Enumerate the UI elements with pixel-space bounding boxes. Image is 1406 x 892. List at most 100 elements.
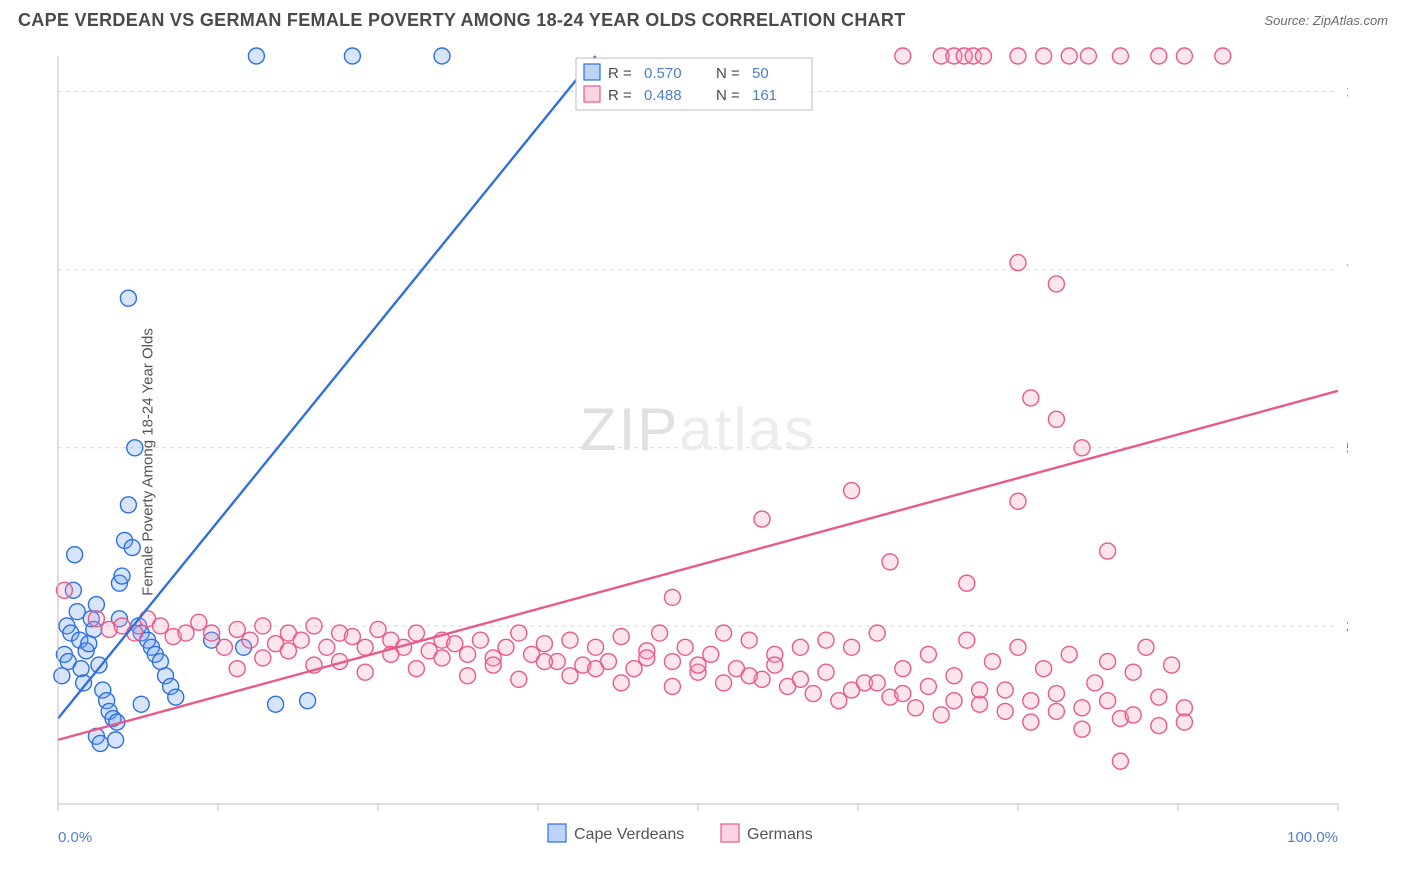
- data-point: [869, 675, 885, 691]
- data-point: [408, 625, 424, 641]
- data-point: [1010, 639, 1026, 655]
- data-point: [1010, 255, 1026, 271]
- data-point: [108, 732, 124, 748]
- data-point: [472, 632, 488, 648]
- y-tick-label: 75.0%: [1346, 262, 1348, 279]
- data-point: [216, 639, 232, 655]
- data-point: [844, 639, 860, 655]
- data-point: [664, 654, 680, 670]
- data-point: [248, 48, 264, 64]
- x-tick-label: 0.0%: [58, 829, 92, 846]
- y-tick-label: 25.0%: [1346, 618, 1348, 635]
- data-point: [498, 639, 514, 655]
- data-point: [229, 621, 245, 637]
- data-point: [1112, 753, 1128, 769]
- data-point: [408, 661, 424, 677]
- data-point: [831, 693, 847, 709]
- stats-r-value: 0.488: [644, 87, 682, 104]
- data-point: [1138, 639, 1154, 655]
- data-point: [664, 678, 680, 694]
- data-point: [242, 632, 258, 648]
- data-point: [536, 636, 552, 652]
- data-point: [1164, 657, 1180, 673]
- data-point: [997, 703, 1013, 719]
- data-point: [946, 693, 962, 709]
- data-point: [88, 611, 104, 627]
- data-point: [370, 621, 386, 637]
- data-point: [1151, 48, 1167, 64]
- data-point: [536, 654, 552, 670]
- data-point: [818, 632, 834, 648]
- stats-n-value: 161: [752, 87, 777, 104]
- data-point: [869, 625, 885, 641]
- data-point: [92, 735, 108, 751]
- data-point: [997, 682, 1013, 698]
- data-point: [959, 575, 975, 591]
- data-point: [946, 668, 962, 684]
- data-point: [972, 682, 988, 698]
- data-point: [754, 511, 770, 527]
- data-point: [460, 646, 476, 662]
- data-point: [626, 661, 642, 677]
- legend-label: Germans: [747, 826, 813, 843]
- data-point: [652, 625, 668, 641]
- data-point: [767, 657, 783, 673]
- correlation-scatter-chart: 25.0%50.0%75.0%100.0%ZIPatlas0.0%100.0%R…: [18, 44, 1348, 864]
- legend-label: Cape Verdeans: [574, 826, 684, 843]
- data-point: [319, 639, 335, 655]
- data-point: [124, 540, 140, 556]
- data-point: [1125, 664, 1141, 680]
- stats-r-label: R =: [608, 87, 632, 104]
- stats-n-value: 50: [752, 65, 769, 82]
- data-point: [716, 675, 732, 691]
- data-point: [1176, 714, 1192, 730]
- data-point: [895, 661, 911, 677]
- data-point: [191, 614, 207, 630]
- data-point: [344, 629, 360, 645]
- stats-swatch: [584, 86, 600, 102]
- stats-swatch: [584, 64, 600, 80]
- data-point: [1048, 411, 1064, 427]
- legend-swatch: [721, 824, 739, 842]
- data-point: [434, 48, 450, 64]
- data-point: [120, 290, 136, 306]
- data-point: [588, 639, 604, 655]
- data-point: [613, 629, 629, 645]
- stats-n-label: N =: [716, 65, 740, 82]
- data-point: [562, 668, 578, 684]
- stats-n-label: N =: [716, 87, 740, 104]
- data-point: [1112, 48, 1128, 64]
- data-point: [690, 657, 706, 673]
- data-point: [1176, 48, 1192, 64]
- stats-r-label: R =: [608, 65, 632, 82]
- data-point: [293, 632, 309, 648]
- legend-swatch: [548, 824, 566, 842]
- data-point: [300, 693, 316, 709]
- data-point: [268, 696, 284, 712]
- data-point: [127, 625, 143, 641]
- y-tick-label: 50.0%: [1346, 440, 1348, 457]
- data-point: [357, 664, 373, 680]
- data-point: [562, 632, 578, 648]
- data-point: [447, 636, 463, 652]
- data-point: [975, 48, 991, 64]
- data-point: [1215, 48, 1231, 64]
- data-point: [1074, 440, 1090, 456]
- data-point: [908, 700, 924, 716]
- data-point: [933, 707, 949, 723]
- data-point: [664, 589, 680, 605]
- data-point: [984, 654, 1000, 670]
- data-point: [73, 661, 89, 677]
- data-point: [741, 632, 757, 648]
- data-point: [882, 554, 898, 570]
- data-point: [588, 661, 604, 677]
- data-point: [1048, 703, 1064, 719]
- data-point: [703, 646, 719, 662]
- x-tick-label: 100.0%: [1287, 829, 1338, 846]
- data-point: [56, 582, 72, 598]
- data-point: [1080, 48, 1096, 64]
- data-point: [114, 568, 130, 584]
- data-point: [1023, 714, 1039, 730]
- data-point: [344, 48, 360, 64]
- data-point: [844, 483, 860, 499]
